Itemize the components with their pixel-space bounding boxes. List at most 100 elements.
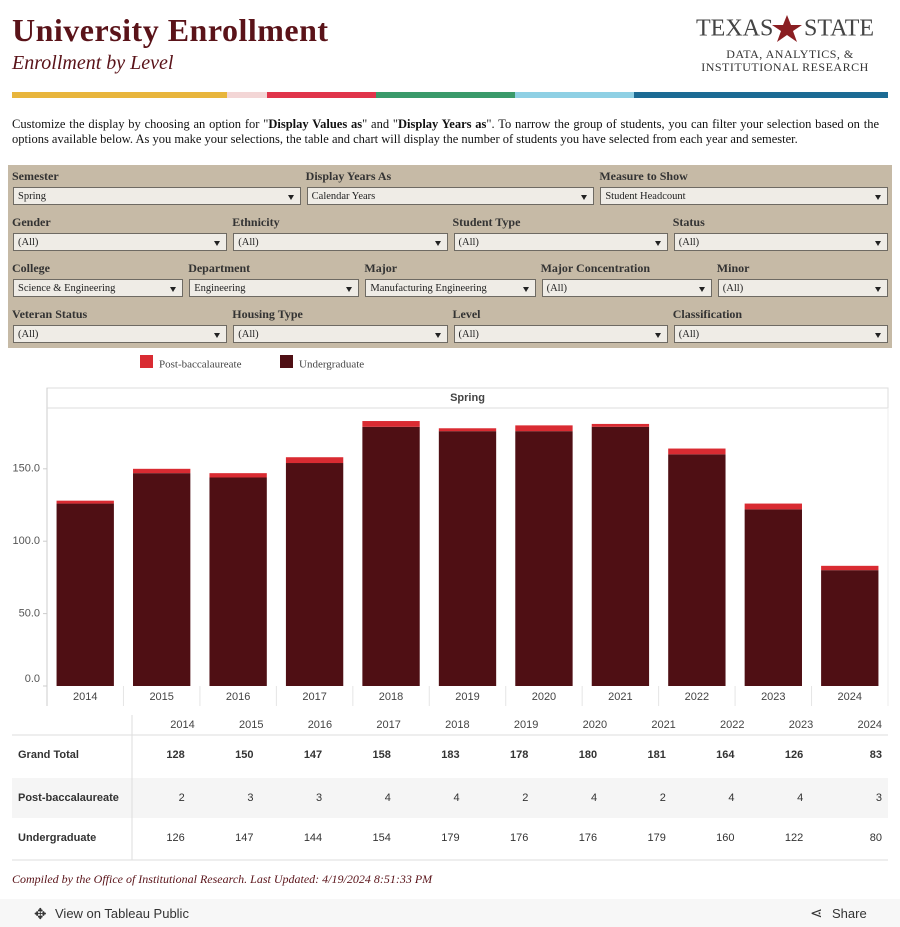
filter-dropdown[interactable]: (All) <box>673 233 888 251</box>
table-cell: 126 <box>166 832 184 844</box>
bar-segment <box>362 426 420 686</box>
filter-label: Minor <box>716 261 750 275</box>
view-link[interactable]: View on Tableau Public <box>55 906 189 921</box>
bar-segment <box>744 509 802 686</box>
logo-line: INSTITUTIONAL RESEARCH <box>701 60 869 74</box>
filter-dropdown[interactable]: (All) <box>233 233 448 251</box>
logo: TEXAS STATE DATA, ANALYTICS, & INSTITUTI… <box>696 15 874 74</box>
table-cell: 80 <box>870 832 882 844</box>
row-label: Undergraduate <box>18 832 96 844</box>
logo-word: STATE <box>804 16 874 42</box>
table-cell: 4 <box>385 792 391 804</box>
filter-dropdown[interactable]: (All) <box>717 279 888 297</box>
filter-dropdown[interactable]: Calendar Years <box>306 187 595 205</box>
chart: Post-baccalaureate Undergraduate Spring 0.0… <box>12 355 889 861</box>
bar-segment <box>209 473 267 478</box>
filter-label: Level <box>452 307 481 321</box>
intro-text: Customize the display by choosing an opt… <box>12 117 269 131</box>
table-cell: 180 <box>579 749 597 761</box>
table-header: 2021 <box>651 719 675 731</box>
legend-swatch <box>280 355 293 368</box>
x-tick-label: 2014 <box>73 691 97 703</box>
x-tick-label: 2022 <box>685 691 709 703</box>
row-label: Post-baccalaureate <box>18 792 119 804</box>
bar-segment <box>133 473 191 686</box>
title: University Enrollment <box>12 12 329 48</box>
filter-dropdown[interactable]: (All) <box>13 233 228 251</box>
table-cell: 147 <box>235 832 253 844</box>
bar-segment <box>744 503 802 510</box>
table-cell: 181 <box>647 749 665 761</box>
bar-segment <box>668 454 726 686</box>
bar-segment <box>285 463 344 686</box>
legend-label: Undergraduate <box>299 359 364 371</box>
table-header: 2017 <box>376 719 400 731</box>
table-cell: 4 <box>454 792 460 804</box>
chart-title: Spring <box>450 392 485 404</box>
filter-label: Major Concentration <box>540 261 651 275</box>
table-cell: 183 <box>441 749 459 761</box>
filter-dropdown[interactable]: Student Headcount <box>600 187 888 205</box>
subtitle: Enrollment by Level <box>12 52 174 74</box>
y-tick-label: 0.0 <box>25 673 40 685</box>
table-cell: 144 <box>304 832 322 844</box>
filter-dropdown[interactable]: (All) <box>233 325 448 343</box>
table-cell: 4 <box>728 792 734 804</box>
table-cell: 164 <box>716 749 735 761</box>
intro: Customize the display by choosing an opt… <box>12 117 879 147</box>
bar-segment <box>56 500 114 504</box>
x-tick-label: 2017 <box>302 691 326 703</box>
filter-label: Gender <box>12 215 51 229</box>
bar-segment <box>438 431 497 686</box>
share-button[interactable]: Share <box>832 906 867 921</box>
bar-segment <box>362 421 420 427</box>
table-cell: 178 <box>510 749 528 761</box>
table-cell: 126 <box>785 749 803 761</box>
filter-dropdown[interactable]: (All) <box>673 325 888 343</box>
table-cell: 122 <box>785 832 803 844</box>
filter-dropdown[interactable]: (All) <box>13 325 228 343</box>
filter-dropdown[interactable]: Science & Engineering <box>13 279 184 297</box>
table-header: 2022 <box>720 719 744 731</box>
filter-label: Status <box>672 215 705 229</box>
table-cell: 83 <box>870 749 882 761</box>
bar-segment <box>821 565 879 571</box>
table-cell: 160 <box>716 832 734 844</box>
filter-label: Ethnicity <box>232 215 280 229</box>
y-tick-label: 100.0 <box>12 535 40 547</box>
bar-segment <box>668 448 726 455</box>
filter-label: Veteran Status <box>12 307 88 321</box>
x-tick-label: 2020 <box>532 691 556 703</box>
table-header: 2024 <box>858 719 882 731</box>
filter-dropdown[interactable]: Spring <box>13 187 301 205</box>
filter-dropdown[interactable]: Engineering <box>189 279 360 297</box>
row-label: Grand Total <box>18 749 79 761</box>
filter-label: Major <box>364 261 398 275</box>
filter-label: Display Years As <box>305 169 392 183</box>
filter-dropdown[interactable]: Manufacturing Engineering <box>365 279 536 297</box>
table-header: 2014 <box>170 719 194 731</box>
bar-segment <box>591 423 650 427</box>
toolbar: ✥ View on Tableau Public ⋖ Share <box>0 899 900 927</box>
filter-label: Classification <box>672 307 743 321</box>
bar-segment <box>133 468 191 474</box>
filter-dropdown[interactable]: (All) <box>453 325 668 343</box>
logo-star <box>772 15 802 42</box>
table-cell: 150 <box>235 749 253 761</box>
table-cell: 2 <box>522 792 528 804</box>
color-stripe <box>12 92 888 98</box>
table-header: 2020 <box>583 719 607 731</box>
table-cell: 2 <box>179 792 185 804</box>
filter-dropdown[interactable]: (All) <box>453 233 668 251</box>
y-tick-label: 50.0 <box>19 608 40 620</box>
filter-label: Student Type <box>452 215 521 229</box>
icon: ✥ <box>34 906 47 923</box>
filter-dropdown[interactable]: (All) <box>541 279 712 297</box>
legend-swatch <box>140 355 153 368</box>
intro-text: ". To narrow the group of students, you … <box>12 117 879 146</box>
table-cell: 128 <box>166 749 184 761</box>
intro-bold: Display Values as <box>268 117 363 131</box>
filter-label: College <box>12 261 50 275</box>
bar-segment <box>285 457 344 464</box>
x-tick-label: 2021 <box>608 691 632 703</box>
